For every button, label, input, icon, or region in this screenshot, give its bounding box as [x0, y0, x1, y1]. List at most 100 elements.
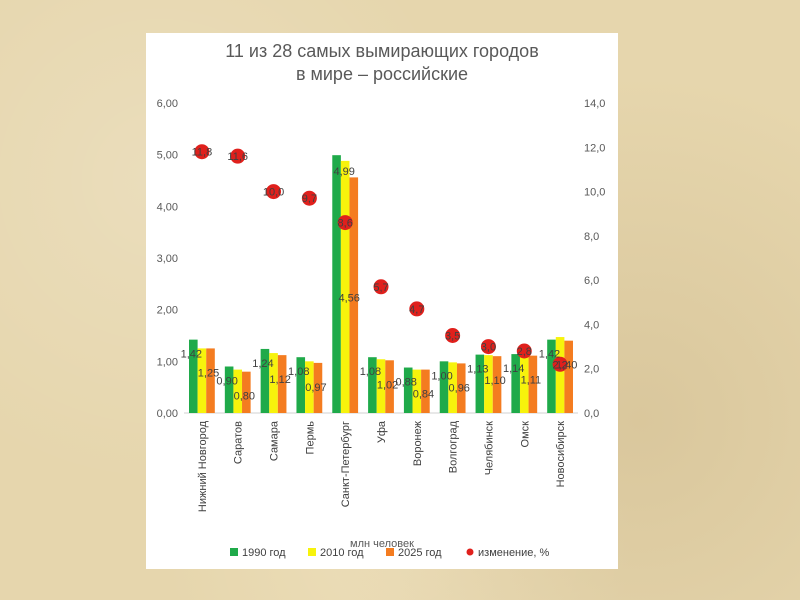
change-marker [480, 339, 496, 355]
legend-swatch [386, 548, 394, 556]
bar-1990-год [403, 367, 413, 413]
bar-2025-год [564, 340, 573, 413]
bar-2025-год [385, 360, 394, 413]
bar-1990-год [439, 361, 449, 413]
data-label: 1,12 [269, 374, 290, 386]
legend-marker-change [466, 548, 474, 556]
category-label: Воронеж [412, 420, 424, 466]
chart-title-line-2: в мире – российские [296, 64, 468, 84]
data-label: 1,10 [484, 375, 505, 387]
y-right-tick-label: 8,0 [584, 231, 599, 243]
data-label: 1,25 [198, 367, 219, 379]
data-label: 1,13 [467, 364, 488, 376]
data-label: 4,7 [409, 304, 424, 316]
bar-2010-год [340, 160, 350, 413]
data-label: 2,8 [517, 346, 532, 358]
y-left-tick-label: 0,00 [157, 408, 178, 420]
category-label: Самара [269, 420, 281, 461]
legend-swatch [308, 548, 316, 556]
legend-label: изменение, % [478, 547, 550, 559]
change-marker [266, 184, 282, 200]
bar-2025-год [206, 348, 215, 413]
chart-svg: 11 из 28 самых вымирающих городов в мире… [157, 41, 606, 559]
plot-area: 0,00 1,00 2,00 3,00 4,00 5,00 6,00 0,0 2,0 4,0 6,0… [157, 98, 606, 512]
y-right-tick-label: 14,0 [584, 98, 605, 110]
y-left-tick-label: 5,00 [157, 150, 178, 162]
change-marker [552, 356, 568, 372]
data-label: 3,0 [481, 342, 496, 354]
category-label: Омск [519, 421, 531, 448]
category-label: Санкт-Петербург [340, 421, 352, 507]
bar-1990-год [332, 155, 341, 413]
chart-title-line-1: 11 из 28 самых вымирающих городов [225, 41, 539, 61]
bar-2010-год [412, 369, 422, 413]
bar-2010-год [269, 353, 278, 413]
bar-2010-год [376, 359, 386, 413]
category-label: Нижний Новгород [197, 420, 209, 512]
chart-panel: 11 из 28 самых вымирающих городов в мире… [146, 33, 618, 569]
data-label: 10,0 [263, 187, 284, 199]
data-label: 11,8 [192, 147, 213, 159]
bar-2010-год [484, 355, 493, 413]
y-right-tick-label: 2,0 [584, 364, 599, 376]
y-left-tick-label: 1,00 [157, 356, 178, 368]
change-marker [409, 301, 425, 317]
data-label: 11,6 [227, 151, 248, 163]
category-label: Пермь [304, 421, 316, 455]
y-left-tick-label: 2,00 [157, 305, 178, 317]
bar-1990-год [189, 339, 198, 413]
bar-1990-год [260, 348, 270, 413]
data-label: 1,02 [377, 379, 398, 391]
data-label: 9,7 [302, 193, 317, 205]
data-label: 1,11 [521, 375, 542, 387]
data-label: 1,40 [556, 360, 577, 372]
category-label: Челябинск [483, 421, 495, 475]
data-label: 0,97 [305, 382, 326, 394]
x-axis-label: млн человек [350, 538, 414, 550]
bar-1990-год [475, 354, 485, 413]
data-label: 1,08 [288, 366, 309, 378]
bar-1990-год [224, 366, 234, 413]
legend: 1990 год 2010 год 2025 год изменение, % [230, 547, 550, 559]
bar-2025-год [492, 356, 502, 413]
legend-swatch [230, 548, 238, 556]
data-label: 1,42 [181, 349, 202, 361]
y-right-tick-label: 4,0 [584, 319, 599, 331]
y-left-tick-label: 3,00 [157, 253, 178, 265]
data-label: 1,00 [431, 370, 452, 382]
legend-label: 2025 год [398, 547, 442, 559]
bar-2025-год [421, 369, 430, 413]
change-marker [301, 190, 317, 206]
change-marker [194, 144, 210, 160]
bar-2025-год [277, 355, 287, 413]
bar-2010-год [448, 362, 457, 413]
category-label: Новосибирск [555, 421, 567, 488]
data-label: 4,56 [338, 292, 359, 304]
y-left-tick-label: 4,00 [157, 201, 178, 213]
y-left-tick-label: 6,00 [157, 98, 178, 110]
change-marker [230, 148, 246, 164]
bar-2025-год [313, 362, 323, 413]
bar-2010-год [197, 348, 207, 413]
data-label: 2,2 [552, 359, 567, 371]
data-label: 0,80 [234, 391, 255, 403]
change-marker [373, 279, 389, 295]
bar-1990-год [368, 357, 377, 413]
category-label: Волгоград [448, 420, 460, 473]
y-right-tick-label: 12,0 [584, 142, 605, 154]
change-marker [445, 328, 461, 343]
data-label: 0,96 [449, 382, 470, 394]
bar-2025-год [528, 355, 538, 413]
data-label: 0,88 [396, 377, 417, 389]
data-label: 5,7 [373, 282, 388, 294]
y-right-tick-label: 10,0 [584, 187, 605, 199]
y-right-tick-label: 6,0 [584, 275, 599, 287]
data-label: 1,08 [360, 366, 381, 378]
bar-2010-год [555, 337, 565, 413]
change-marker [337, 215, 353, 231]
data-label: 4,99 [333, 166, 354, 178]
bar-2025-год [242, 371, 251, 413]
category-label: Уфа [376, 420, 388, 443]
bar-1990-год [511, 354, 520, 413]
